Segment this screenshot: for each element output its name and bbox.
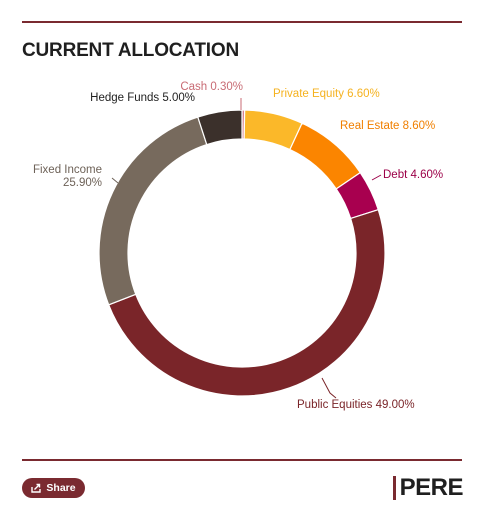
slice-label-4: Public Equities 49.00%	[297, 399, 415, 411]
share-icon	[31, 483, 42, 493]
top-divider	[22, 21, 462, 23]
slice-label-5: Fixed Income 25.90%	[33, 164, 102, 189]
slice-label-line-5-1: 25.90%	[63, 177, 102, 189]
donut-slice-4	[107, 208, 386, 397]
leader-line-3	[371, 174, 382, 181]
bottom-divider	[22, 459, 462, 461]
donut-slice-6	[197, 109, 243, 146]
chart-title: CURRENT ALLOCATION	[22, 40, 239, 61]
slice-label-6: Hedge Funds 5.00%	[90, 92, 195, 104]
leader-line-5	[111, 177, 119, 184]
slice-label-3: Debt 4.60%	[383, 169, 443, 181]
share-label: Share	[46, 482, 76, 494]
slice-label-0: Cash 0.30%	[180, 81, 243, 93]
logo-text: PERE	[399, 474, 464, 501]
slice-label-2: Real Estate 8.60%	[340, 120, 435, 132]
pere-logo: PERE	[392, 474, 464, 502]
logo-bar	[392, 476, 396, 500]
slice-label-line-5-0: Fixed Income	[33, 164, 102, 176]
slice-label-1: Private Equity 6.60%	[273, 88, 380, 100]
share-button[interactable]: Share	[22, 478, 85, 498]
donut-slice-2	[289, 122, 362, 190]
donut-slice-5	[98, 116, 208, 306]
leader-line-4	[321, 377, 337, 399]
